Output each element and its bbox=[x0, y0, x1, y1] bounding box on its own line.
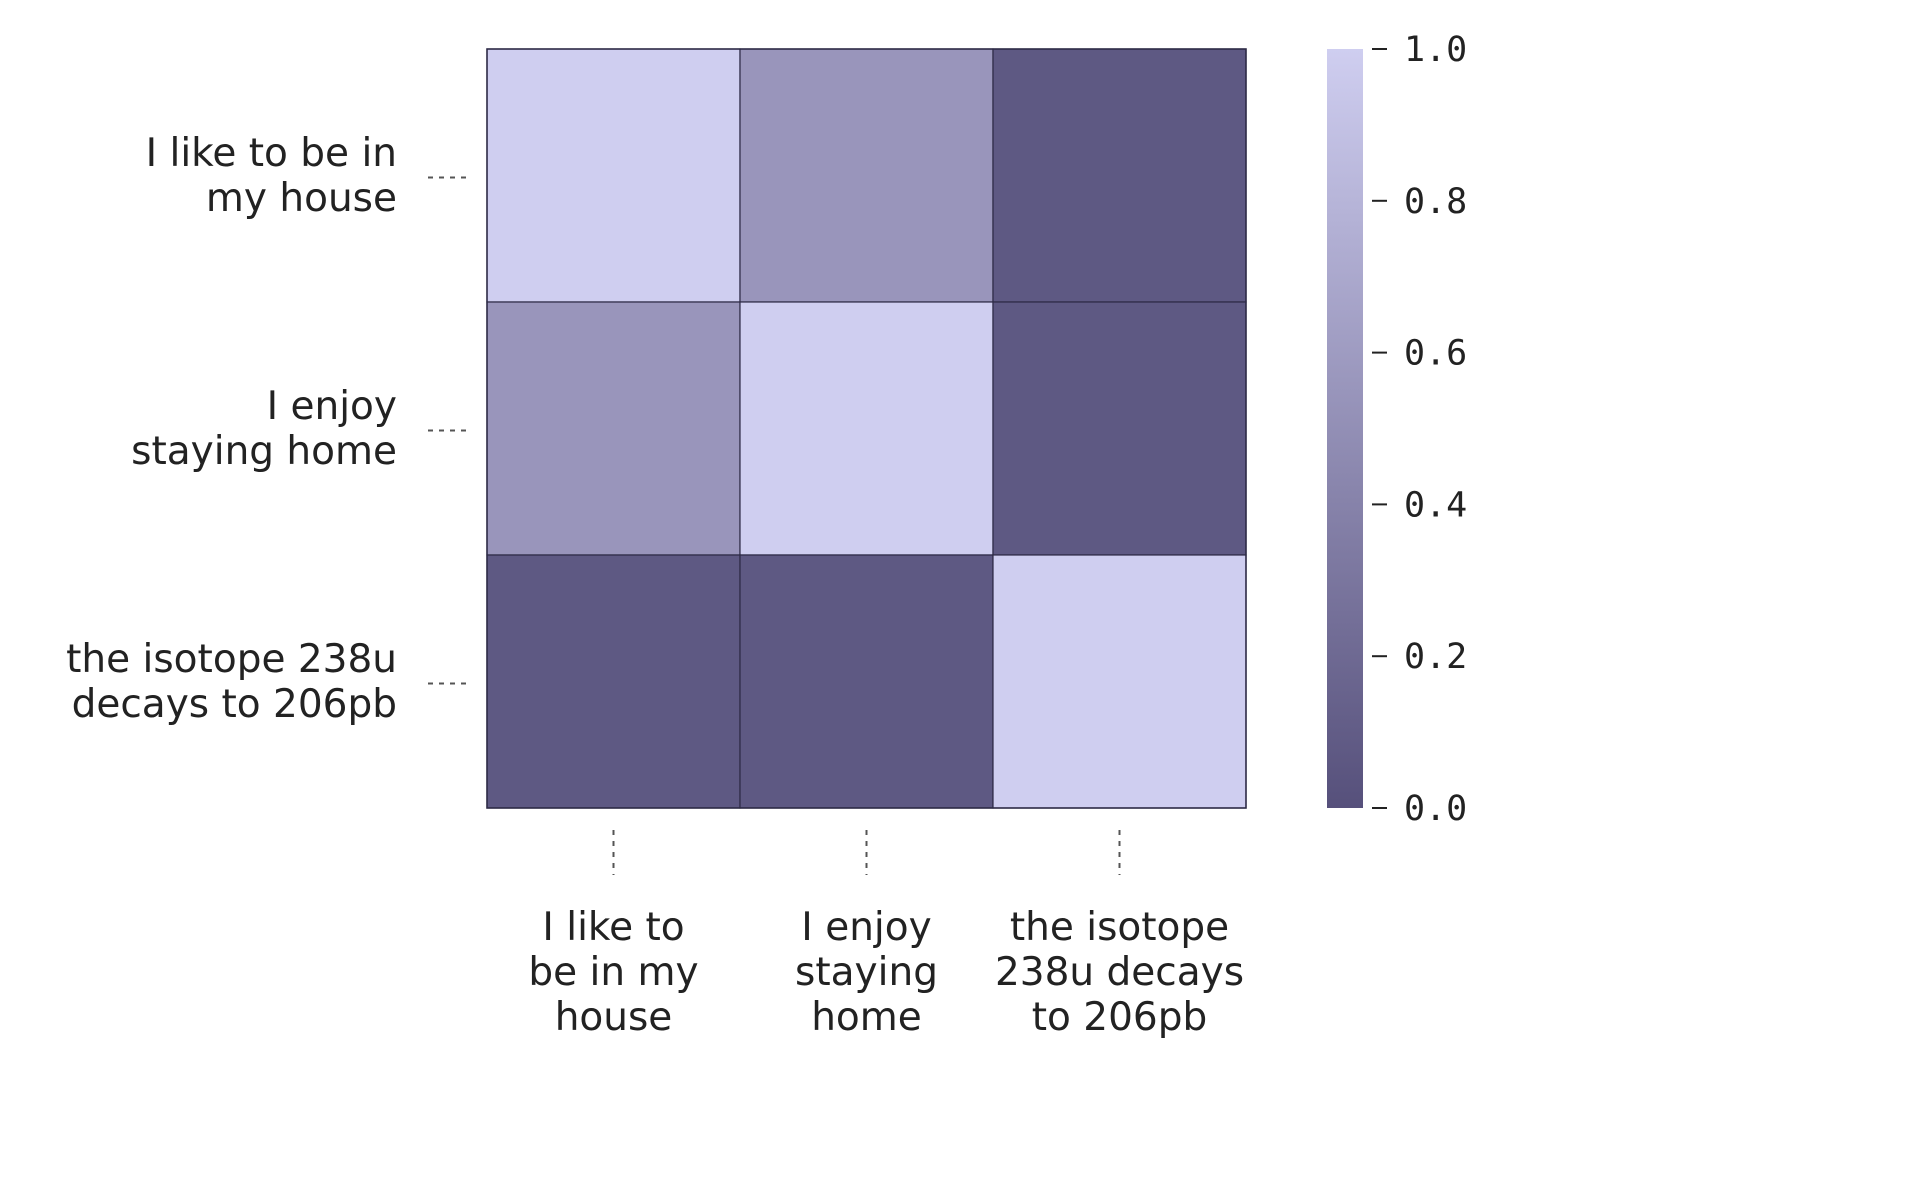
row-label-2-line-1: decays to 206pb bbox=[72, 682, 397, 727]
colorbar-tick-label-0: 0.0 bbox=[1404, 789, 1467, 829]
heatmap-border bbox=[486, 48, 1247, 809]
row-label-1-line-0: I enjoy bbox=[267, 384, 397, 429]
column-label-0-line-2: house bbox=[555, 995, 673, 1040]
heatmap-cell-r2-c1 bbox=[739, 554, 994, 809]
colorbar: 0.0 0.2 0.4 0.6 0.8 1.0 bbox=[1327, 30, 1467, 829]
heatmap-cell-r2-c0 bbox=[486, 554, 741, 809]
heatmap-cell-r0-c2 bbox=[992, 48, 1247, 303]
column-label-1-line-0: I enjoy bbox=[801, 905, 931, 950]
heatmap-cell-r1-c2 bbox=[992, 301, 1247, 556]
colorbar-gradient bbox=[1327, 49, 1363, 808]
row-label-0-line-1: my house bbox=[206, 176, 397, 221]
heatmap-cell-r0-c1 bbox=[739, 48, 994, 303]
colorbar-tick-label-3: 0.6 bbox=[1404, 334, 1467, 374]
colorbar-tick-label-5: 1.0 bbox=[1404, 30, 1467, 70]
colorbar-tick-label-4: 0.8 bbox=[1404, 182, 1467, 222]
colorbar-tick-label-2: 0.4 bbox=[1404, 485, 1467, 525]
column-label-2-line-1: 238u decays bbox=[995, 950, 1244, 995]
row-label-1-line-1: staying home bbox=[131, 429, 397, 474]
column-label-2-line-0: the isotope bbox=[1010, 905, 1229, 950]
heatmap-cell-r1-c1 bbox=[739, 301, 994, 556]
row-label-2-line-0: the isotope 238u bbox=[66, 637, 397, 682]
column-label-0-line-1: be in my bbox=[528, 950, 698, 995]
heatmap-cells bbox=[486, 48, 1247, 809]
column-label-0-line-0: I like to bbox=[542, 905, 684, 950]
heatmap-cell-r0-c0 bbox=[486, 48, 741, 303]
row-label-0-line-0: I like to be in bbox=[146, 131, 397, 176]
column-label-1-line-1: staying bbox=[795, 950, 938, 995]
column-label-2-line-2: to 206pb bbox=[1032, 995, 1208, 1040]
column-label-1-line-2: home bbox=[811, 995, 922, 1040]
heatmap-cell-r1-c0 bbox=[486, 301, 741, 556]
heatmap-cell-r2-c2 bbox=[992, 554, 1247, 809]
colorbar-tick-label-1: 0.2 bbox=[1404, 637, 1467, 677]
